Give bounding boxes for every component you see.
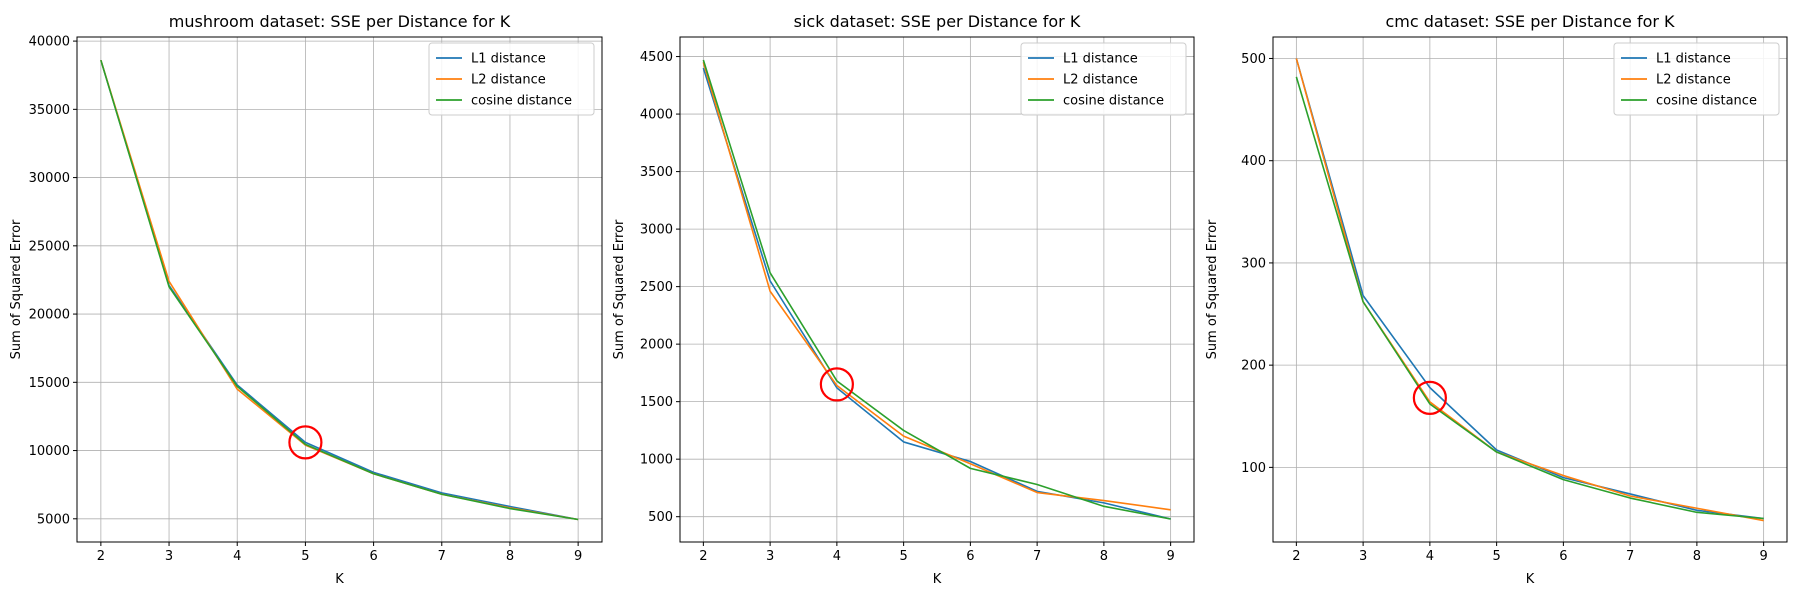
y-tick-label: 3000 [640, 223, 673, 238]
x-tick-label: 8 [1693, 549, 1701, 564]
elbow-marker [288, 425, 323, 460]
legend: L1 distance L2 distance cosine distance [1613, 42, 1780, 116]
x-tick-label: 7 [438, 549, 446, 564]
x-tick-label: 4 [1426, 549, 1434, 564]
x-tick-label: 3 [766, 549, 774, 564]
y-tick-label: 20000 [29, 308, 70, 323]
series-line-1 [702, 67, 1171, 520]
y-tick-label: 2000 [640, 338, 673, 353]
y-tick-label: 30000 [29, 171, 70, 186]
y-tick-label: 5000 [37, 512, 70, 527]
x-tick-label: 6 [1559, 549, 1567, 564]
series-line-3 [702, 59, 1171, 520]
x-axis-label: K [1526, 572, 1535, 587]
y-tick-label: 400 [1241, 154, 1266, 169]
series-line-2 [1295, 58, 1764, 522]
legend-label: L2 distance [1063, 73, 1138, 88]
y-tick-label: 200 [1241, 359, 1266, 374]
y-axis-label: Sum of Squared Error [1205, 219, 1220, 359]
y-tick-label: 1500 [640, 395, 673, 410]
chart-title: sick dataset: SSE per Distance for K [794, 12, 1081, 31]
y-tick-label: 10000 [29, 444, 70, 459]
x-tick-label: 3 [1359, 549, 1367, 564]
x-tick-label: 8 [1100, 549, 1108, 564]
chart-panel: 2 3 4 5 6 7 8 9 5000 10000 15000 20000 25000 30000 350… [9, 12, 603, 587]
y-tick-label: 500 [648, 510, 673, 525]
y-tick-label: 40000 [29, 35, 70, 50]
x-tick-label: 9 [574, 549, 582, 564]
x-axis-label: K [933, 572, 942, 587]
legend-box [1020, 42, 1187, 116]
x-tick-label: 7 [1626, 549, 1634, 564]
y-tick-label: 35000 [29, 103, 70, 118]
x-tick-label: 5 [301, 549, 309, 564]
legend-label: cosine distance [1063, 94, 1164, 109]
chart-panel: 2 3 4 5 6 7 8 9 500 1000 1500 2000 2500 3000 3500 4000 4… [612, 12, 1195, 587]
x-tick-label: 2 [97, 549, 105, 564]
x-tick-label: 9 [1759, 549, 1767, 564]
y-tick-label: 100 [1241, 461, 1266, 476]
y-tick-label: 3500 [640, 165, 673, 180]
legend: L1 distance L2 distance cosine distance [1020, 42, 1187, 116]
legend-label: L1 distance [1063, 52, 1138, 67]
x-tick-label: 7 [1033, 549, 1041, 564]
x-tick-label: 3 [165, 549, 173, 564]
legend-label: L1 distance [1656, 52, 1731, 67]
y-tick-label: 25000 [29, 239, 70, 254]
x-tick-label: 2 [1292, 549, 1300, 564]
series-line-3 [100, 59, 579, 521]
x-tick-label: 5 [899, 549, 907, 564]
x-tick-label: 4 [833, 549, 841, 564]
y-tick-label: 500 [1241, 52, 1266, 67]
axes-frame [76, 36, 603, 543]
y-axis-label: Sum of Squared Error [9, 219, 24, 359]
x-tick-label: 8 [506, 549, 514, 564]
series-line-3 [1295, 76, 1764, 520]
chart-title: cmc dataset: SSE per Distance for K [1385, 12, 1675, 31]
legend-label: L2 distance [471, 73, 546, 88]
chart-panel: 2 3 4 5 6 7 8 9 100 200 300 400 500 cmc dataset: SSE … [1205, 12, 1788, 587]
axes-frame [1272, 36, 1788, 543]
legend-label: cosine distance [1656, 94, 1757, 109]
legend-label: L1 distance [471, 52, 546, 67]
elbow-marker [819, 367, 854, 402]
x-tick-label: 2 [699, 549, 707, 564]
x-tick-label: 5 [1492, 549, 1500, 564]
legend-box [1613, 42, 1780, 116]
axes-frame [679, 36, 1195, 543]
x-tick-label: 6 [966, 549, 974, 564]
elbow-marker [1412, 380, 1447, 415]
legend-box [428, 42, 595, 116]
y-tick-label: 4500 [640, 50, 673, 65]
legend-label: cosine distance [471, 94, 572, 109]
series-line-1 [1295, 58, 1764, 520]
x-tick-label: 4 [233, 549, 241, 564]
legend: L1 distance L2 distance cosine distance [428, 42, 595, 116]
y-tick-label: 2500 [640, 280, 673, 295]
x-axis-label: K [335, 572, 344, 587]
y-tick-label: 300 [1241, 256, 1266, 271]
chart-title: mushroom dataset: SSE per Distance for K [169, 12, 511, 31]
y-tick-label: 15000 [29, 376, 70, 391]
y-axis-label: Sum of Squared Error [612, 219, 627, 359]
x-tick-label: 9 [1166, 549, 1174, 564]
y-tick-label: 4000 [640, 108, 673, 123]
x-tick-label: 6 [369, 549, 377, 564]
y-tick-label: 1000 [640, 453, 673, 468]
legend-label: L2 distance [1656, 73, 1731, 88]
